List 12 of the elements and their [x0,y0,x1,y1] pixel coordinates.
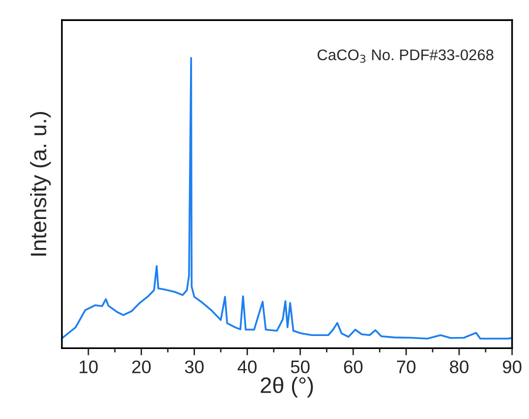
x-tick-label: 60 [344,360,363,374]
x-tick-label: 50 [290,360,310,374]
y-axis-title: Intensity (a. u.) [30,112,51,256]
x-tick-label: 10 [80,360,98,374]
x-tick-label: 80 [450,360,468,374]
x-tick-label: 40 [238,360,257,374]
x-tick-label: 20 [132,360,151,374]
x-axis-title: 2θ (°) [260,376,313,398]
x-tick-label: 90 [502,360,522,374]
x-tick-label: 30 [184,360,204,374]
annotation: CaCO$_{3}$ No. PDF#33-0268 [318,49,494,63]
x-tick-label: 70 [397,360,416,374]
